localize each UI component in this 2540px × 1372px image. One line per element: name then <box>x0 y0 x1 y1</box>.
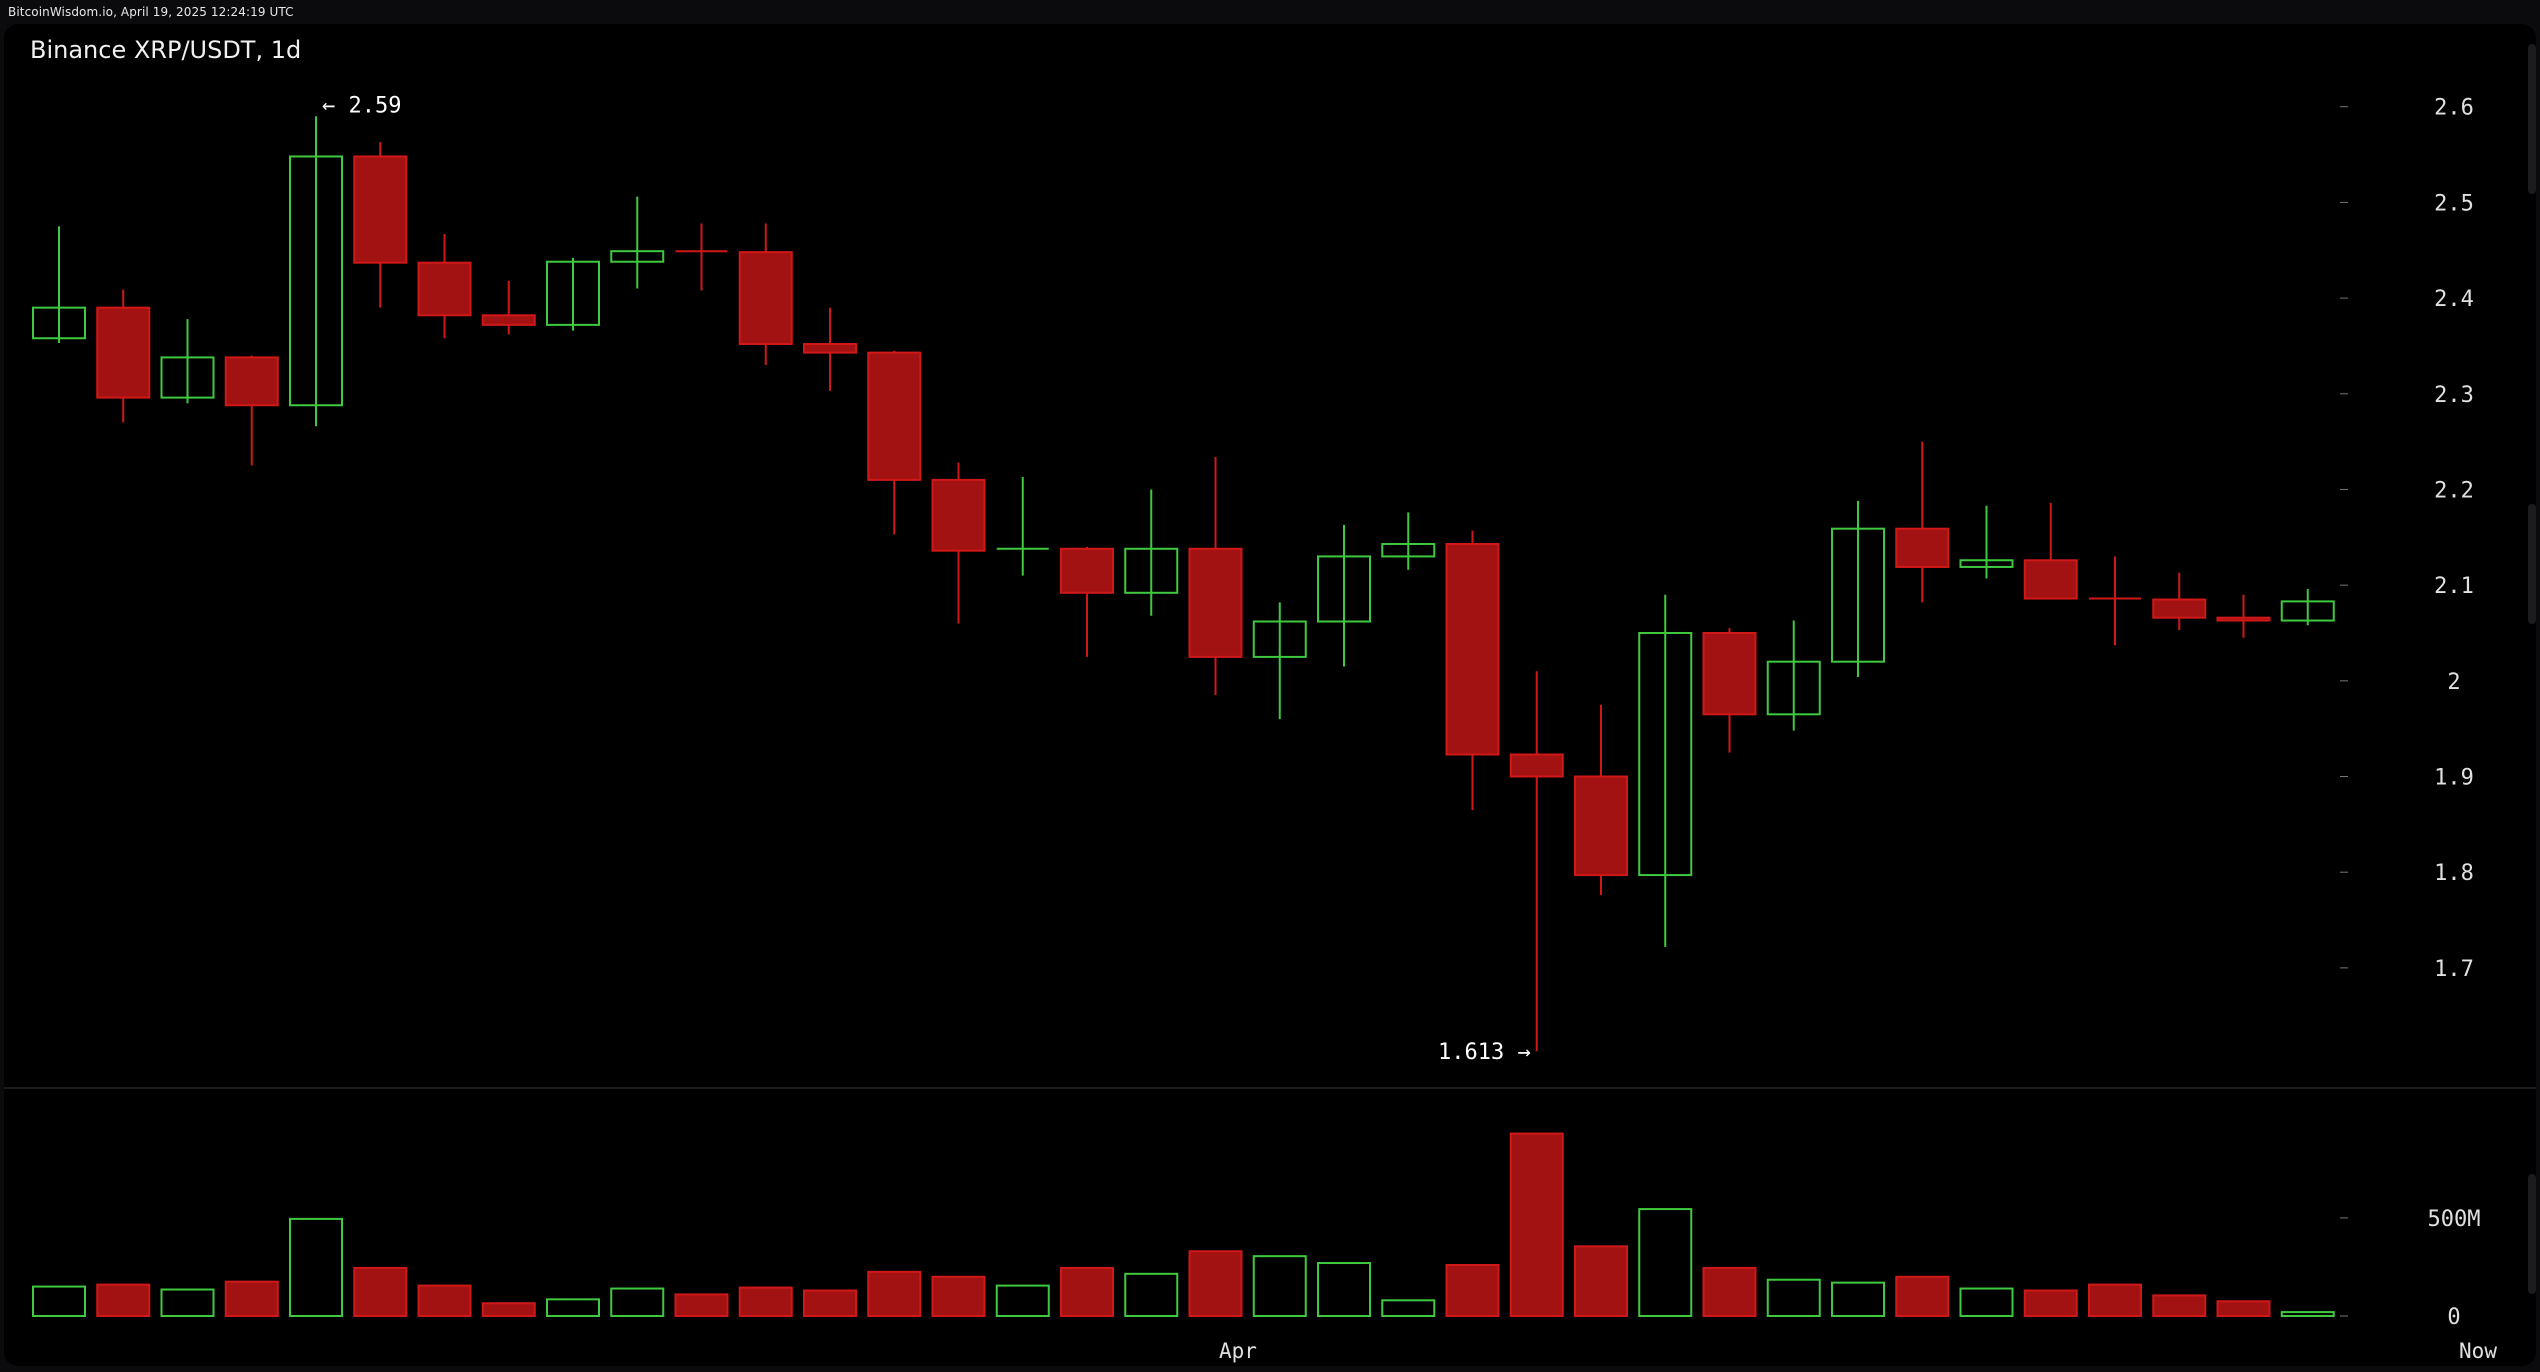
candle-body-down <box>2216 616 2271 622</box>
candle-body-up <box>1831 527 1885 663</box>
volume-bar-down <box>867 1270 922 1318</box>
candle-body-up <box>1638 631 1693 877</box>
volume-bar-down <box>417 1284 472 1317</box>
x-tick-label: Apr <box>1219 1339 1257 1363</box>
volume-tick-label: 500M <box>2428 1207 2481 1232</box>
candle-body-up <box>289 155 343 407</box>
volume-bar-up <box>995 1284 1050 1317</box>
volume-bar-down <box>2152 1294 2207 1318</box>
candle-body-down <box>481 314 536 326</box>
volume-tick-label: 0 <box>2447 1305 2460 1330</box>
volume-bar-down <box>1509 1132 1564 1317</box>
candle-body-down <box>2023 559 2078 600</box>
price-tick-label: 2.4 <box>2434 287 2474 312</box>
volume-bar-down <box>2216 1300 2271 1318</box>
price-tick-label: 1.7 <box>2434 957 2474 982</box>
candle-body-down <box>867 351 922 481</box>
volume-bar-down <box>1445 1263 1500 1318</box>
candle-body-down <box>1445 542 1500 756</box>
candle-body-up <box>546 260 600 326</box>
candle-body-up <box>160 356 215 399</box>
volume-bar-down <box>674 1293 729 1318</box>
volume-bar-up <box>160 1288 215 1317</box>
annotation-low: 1.613 → <box>1438 1040 1531 1065</box>
volume-bar-down <box>1188 1250 1243 1318</box>
volume-bar-up <box>1124 1272 1179 1318</box>
candle-body-down <box>1509 753 1564 778</box>
volume-bar-down <box>1574 1245 1628 1318</box>
candle-body-down <box>96 306 151 399</box>
volume-bar-up <box>289 1217 343 1318</box>
scrollbar-mid[interactable] <box>2528 504 2536 624</box>
volume-bar-up <box>610 1287 665 1317</box>
volume-bar-up <box>1317 1262 1371 1317</box>
candle-body-down <box>1895 527 1950 568</box>
chart-title: Binance XRP/USDT, 1d <box>30 36 302 64</box>
volume-bar-down <box>803 1289 857 1318</box>
volume-bar-down <box>2088 1283 2142 1317</box>
scrollbar-top[interactable] <box>2528 44 2536 194</box>
candle-body-down <box>1574 775 1628 877</box>
volume-bar-down <box>1702 1266 1757 1318</box>
candle-body-up <box>1381 542 1436 558</box>
price-tick-label: 2.5 <box>2434 191 2474 216</box>
volume-bar-up <box>1831 1281 1885 1317</box>
candle-body-down <box>2152 598 2207 619</box>
price-tick-label: 1.8 <box>2434 861 2474 886</box>
volume-bar-down <box>96 1283 151 1317</box>
candle-body-up <box>1317 555 1371 623</box>
volume-bar-up <box>1381 1299 1436 1318</box>
price-tick-label: 2.6 <box>2434 96 2474 121</box>
volume-bar-up <box>32 1285 86 1317</box>
volume-bar-down <box>2023 1289 2078 1318</box>
candle-body-up <box>32 306 86 340</box>
candlestick-chart: 1.7 1.8 1.9 2 2.1 2.2 2.3 2.4 2.5 2.6 0 500M Apr Now ←… <box>4 93 2536 1363</box>
candle-body-down <box>803 343 857 354</box>
volume-bar-up <box>1959 1287 2014 1317</box>
candle-body-down <box>738 251 793 346</box>
candle-body-down <box>1702 631 1757 716</box>
volume-bar-down <box>481 1302 536 1317</box>
price-tick-label: 1.9 <box>2434 766 2474 791</box>
volume-bar-down <box>1060 1266 1114 1318</box>
volume-bar-down <box>224 1280 279 1317</box>
price-tick-label: 2.3 <box>2434 383 2474 408</box>
chart-frame: Binance XRP/USDT, 1d 1.7 1.8 1.9 2 2.1 2.2 2.3… <box>4 24 2536 1366</box>
candle-body-up <box>1959 559 2014 568</box>
candle-body-up <box>1124 547 1179 594</box>
volume-bar-down <box>353 1266 408 1318</box>
candle-body-up <box>1766 660 1821 716</box>
candle-body-down <box>417 261 472 317</box>
candle-body-down <box>353 155 408 264</box>
price-tick-label: 2.1 <box>2434 574 2474 599</box>
volume-bar-up <box>546 1298 600 1318</box>
volume-bar-down <box>738 1286 793 1317</box>
candle-body-up <box>610 250 665 263</box>
volume-bar-down <box>1895 1275 1950 1318</box>
price-tick-label: 2 <box>2447 670 2460 695</box>
scrollbar-bottom[interactable] <box>2528 1174 2536 1294</box>
volume-bar-up <box>2280 1311 2335 1317</box>
candle-body-down <box>931 478 986 552</box>
volume-bar-up <box>1766 1278 1821 1317</box>
annotation-high: ← 2.59 <box>322 93 401 118</box>
volume-bar-down <box>931 1275 986 1318</box>
watermark: BitcoinWisdom.io, April 19, 2025 12:24:1… <box>8 5 294 19</box>
candle-body-down <box>224 356 279 407</box>
candle-body-down <box>1060 547 1114 594</box>
price-tick-label: 2.2 <box>2434 478 2474 503</box>
candle-body-up <box>2280 600 2335 622</box>
x-tick-label: Now <box>2459 1339 2497 1363</box>
candle-body-up <box>1252 620 1307 658</box>
volume-bar-up <box>1638 1208 1693 1317</box>
volume-bar-up <box>1252 1255 1307 1317</box>
candle-body-down <box>1188 547 1243 658</box>
